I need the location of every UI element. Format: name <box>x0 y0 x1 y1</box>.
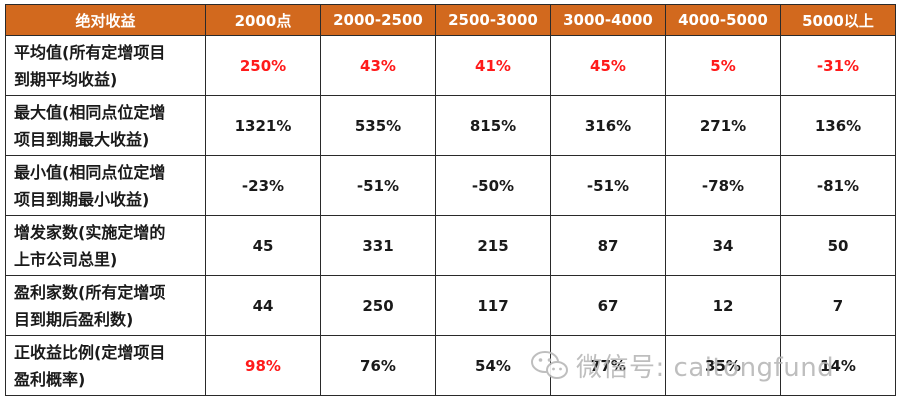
value-cell: 87 <box>550 215 666 276</box>
row-label: 平均值(所有定增项目 到期平均收益) <box>5 35 206 96</box>
value-cell: -50% <box>435 155 551 216</box>
row-label-line: 最小值(相同点位定增 <box>14 162 166 182</box>
header-cell: 2000点 <box>205 4 321 36</box>
value-cell: 136% <box>780 95 896 156</box>
row-label-line: 到期平均收益) <box>14 69 118 89</box>
value-cell: 54% <box>435 335 551 396</box>
row-label-line: 盈利家数(所有定增项 <box>14 282 166 302</box>
row-label: 增发家数(实施定增的 上市公司总里) <box>5 215 206 276</box>
value-cell: 250 <box>320 275 436 336</box>
header-cell: 3000-4000 <box>550 4 666 36</box>
value-cell: 43% <box>320 35 436 96</box>
row-label-line: 最大值(相同点位定增 <box>14 102 166 122</box>
row-label: 最小值(相同点位定增 项目到期最小收益) <box>5 155 206 216</box>
value-cell: 1321% <box>205 95 321 156</box>
value-cell: 117 <box>435 275 551 336</box>
header-cell: 2000-2500 <box>320 4 436 36</box>
header-cell: 5000以上 <box>780 4 896 36</box>
row-label: 最大值(相同点位定增 项目到期最大收益) <box>5 95 206 156</box>
row-label-line: 增发家数(实施定增的 <box>14 222 166 242</box>
value-cell: -31% <box>780 35 896 96</box>
row-label-line: 项目到期最大收益) <box>14 129 150 149</box>
value-cell: 98% <box>205 335 321 396</box>
value-cell: 535% <box>320 95 436 156</box>
table-row: 最大值(相同点位定增 项目到期最大收益) 1321% 535% 815% 316% 271%… <box>5 95 896 156</box>
value-cell: 35% <box>665 335 781 396</box>
value-cell: -23% <box>205 155 321 216</box>
value-cell: 12 <box>665 275 781 336</box>
value-cell: 7 <box>780 275 896 336</box>
value-cell: 77% <box>550 335 666 396</box>
row-label-line: 盈利概率) <box>14 369 86 389</box>
value-cell: 250% <box>205 35 321 96</box>
value-cell: -81% <box>780 155 896 216</box>
value-cell: 50 <box>780 215 896 276</box>
value-cell: 14% <box>780 335 896 396</box>
value-cell: 45 <box>205 215 321 276</box>
table-row: 增发家数(实施定增的 上市公司总里) 45 331 215 87 34 50 <box>5 215 896 276</box>
header-cell: 2500-3000 <box>435 4 551 36</box>
header-cell: 绝对收益 <box>5 4 206 36</box>
value-cell: 76% <box>320 335 436 396</box>
value-cell: 34 <box>665 215 781 276</box>
row-label-line: 目到期后盈利数) <box>14 309 134 329</box>
row-label-line: 正收益比例(定增项目 <box>14 342 166 362</box>
returns-table: 绝对收益 2000点 2000-2500 2500-3000 3000-4000… <box>5 4 896 396</box>
value-cell: 67 <box>550 275 666 336</box>
value-cell: 271% <box>665 95 781 156</box>
table-row: 平均值(所有定增项目 到期平均收益) 250% 43% 41% 45% 5% -31% <box>5 35 896 96</box>
value-cell: -51% <box>320 155 436 216</box>
table-row: 正收益比例(定增项目 盈利概率) 98% 76% 54% 77% 35% 14% <box>5 335 896 396</box>
value-cell: 316% <box>550 95 666 156</box>
value-cell: 331 <box>320 215 436 276</box>
value-cell: -78% <box>665 155 781 216</box>
table-row: 盈利家数(所有定增项 目到期后盈利数) 44 250 117 67 12 7 <box>5 275 896 336</box>
value-cell: 815% <box>435 95 551 156</box>
value-cell: 215 <box>435 215 551 276</box>
row-label-line: 平均值(所有定增项目 <box>14 42 166 62</box>
value-cell: 44 <box>205 275 321 336</box>
row-label: 盈利家数(所有定增项 目到期后盈利数) <box>5 275 206 336</box>
row-label: 正收益比例(定增项目 盈利概率) <box>5 335 206 396</box>
header-cell: 4000-5000 <box>665 4 781 36</box>
row-label-line: 上市公司总里) <box>14 249 118 269</box>
row-label-line: 项目到期最小收益) <box>14 189 150 209</box>
value-cell: 41% <box>435 35 551 96</box>
value-cell: 45% <box>550 35 666 96</box>
table-row: 最小值(相同点位定增 项目到期最小收益) -23% -51% -50% -51% -78% -… <box>5 155 896 216</box>
value-cell: 5% <box>665 35 781 96</box>
value-cell: -51% <box>550 155 666 216</box>
header-row: 绝对收益 2000点 2000-2500 2500-3000 3000-4000… <box>5 4 896 36</box>
